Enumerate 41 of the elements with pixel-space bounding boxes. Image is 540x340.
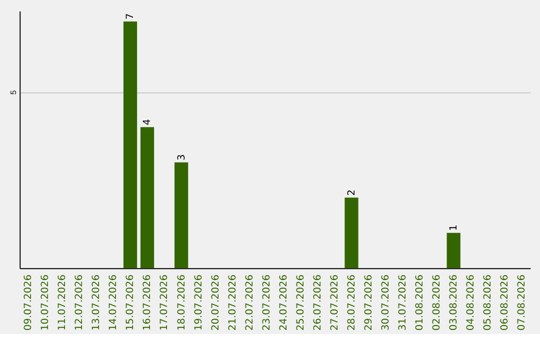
bar: [140, 127, 154, 268]
x-tick-label: 05.08.2026: [482, 274, 494, 331]
x-tick-label: 17.07.2026: [159, 274, 170, 331]
x-tick-label: 22.07.2026: [244, 274, 256, 331]
bar: [344, 198, 358, 268]
x-tick-label: 06.08.2026: [500, 274, 511, 331]
x-tick-label: 21.07.2026: [227, 274, 238, 331]
x-tick-label: 16.07.2026: [142, 274, 154, 331]
data-label: 1: [448, 224, 460, 231]
x-tick-label: 09.07.2026: [23, 274, 34, 331]
x-tick-label: 02.08.2026: [432, 274, 443, 331]
bar: [174, 162, 188, 268]
x-tick-label: 20.07.2026: [210, 274, 222, 331]
data-label: 3: [176, 154, 188, 160]
data-label: 4: [142, 118, 154, 126]
x-tick-label: 19.07.2026: [193, 274, 204, 331]
x-tick-label: 25.07.2026: [295, 274, 306, 331]
x-tick-label: 13.07.2026: [91, 274, 102, 331]
x-tick-label: 31.07.2026: [397, 274, 408, 331]
x-tick-label: 18.07.2026: [176, 274, 188, 331]
x-tick-label: 10.07.2026: [40, 274, 52, 331]
x-tick-label: 14.07.2026: [108, 274, 120, 331]
x-tick-label: 24.07.2026: [278, 274, 290, 331]
bar: [446, 232, 460, 268]
data-label: 7: [125, 13, 136, 20]
x-tick-label: 03.08.2026: [448, 274, 460, 331]
x-tick-label: 12.07.2026: [74, 274, 86, 331]
x-tick-label: 15.07.2026: [125, 274, 136, 331]
x-tick-label: 23.07.2026: [261, 274, 272, 331]
x-tick-label: 27.07.2026: [329, 274, 340, 331]
x-tick-label: 28.07.2026: [346, 274, 358, 331]
x-tick-label: 01.08.2026: [414, 274, 426, 331]
y-tick-label: 5: [9, 90, 18, 95]
data-label: 2: [346, 189, 358, 196]
x-tick-label: 04.08.2026: [466, 274, 477, 331]
x-tick-label: 26.07.2026: [312, 274, 324, 331]
x-tick-label: 07.08.2026: [516, 274, 528, 331]
x-tick-label: 30.07.2026: [380, 274, 392, 331]
x-tick-label: 11.07.2026: [57, 274, 68, 331]
bar: [123, 21, 138, 268]
x-tick-label: 29.07.2026: [363, 274, 374, 331]
